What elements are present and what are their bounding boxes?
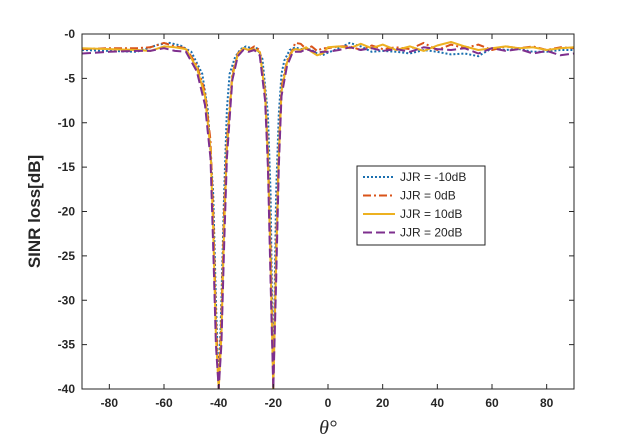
y-tick-label: -40: [58, 382, 76, 396]
x-tick-label: 80: [540, 396, 554, 410]
y-axis: -0 -5 -10 -15 -20 -25 -30 -35 -40: [58, 27, 574, 396]
series-layer: [82, 41, 574, 389]
y-tick-label: -10: [58, 116, 76, 130]
x-tick-label: -40: [210, 396, 228, 410]
series-line: [82, 41, 574, 389]
legend-label: JJR = 10dB: [400, 207, 462, 221]
legend: JJR = -10dB JJR = 0dB JJR = 10dB JJR = 20dB: [356, 165, 486, 246]
x-tick-label: -60: [155, 396, 173, 410]
y-tick-label: -15: [58, 160, 76, 174]
x-tick-label: 40: [431, 396, 445, 410]
y-tick-label: -30: [58, 293, 76, 307]
y-tick-label: -25: [58, 249, 76, 263]
x-axis-label: θ°: [319, 417, 337, 439]
legend-label: JJR = 20dB: [400, 226, 462, 240]
y-tick-label: -35: [58, 338, 76, 352]
y-tick-label: -0: [64, 27, 75, 41]
y-tick-label: -20: [58, 205, 76, 219]
series-line: [82, 46, 574, 389]
legend-label: JJR = 0dB: [400, 189, 456, 203]
x-tick-label: 20: [376, 396, 390, 410]
plot-area: [82, 34, 574, 389]
y-axis-label: SINR loss[dB]: [25, 155, 44, 268]
x-tick-label: -20: [265, 396, 283, 410]
y-tick-label: -5: [64, 71, 75, 85]
x-tick-label: -80: [101, 396, 119, 410]
x-tick-label: 0: [325, 396, 332, 410]
x-tick-label: 60: [485, 396, 499, 410]
legend-label: JJR = -10dB: [400, 170, 466, 184]
x-axis: -80 -60 -40 -20 0 20 40 60 80: [101, 34, 554, 410]
